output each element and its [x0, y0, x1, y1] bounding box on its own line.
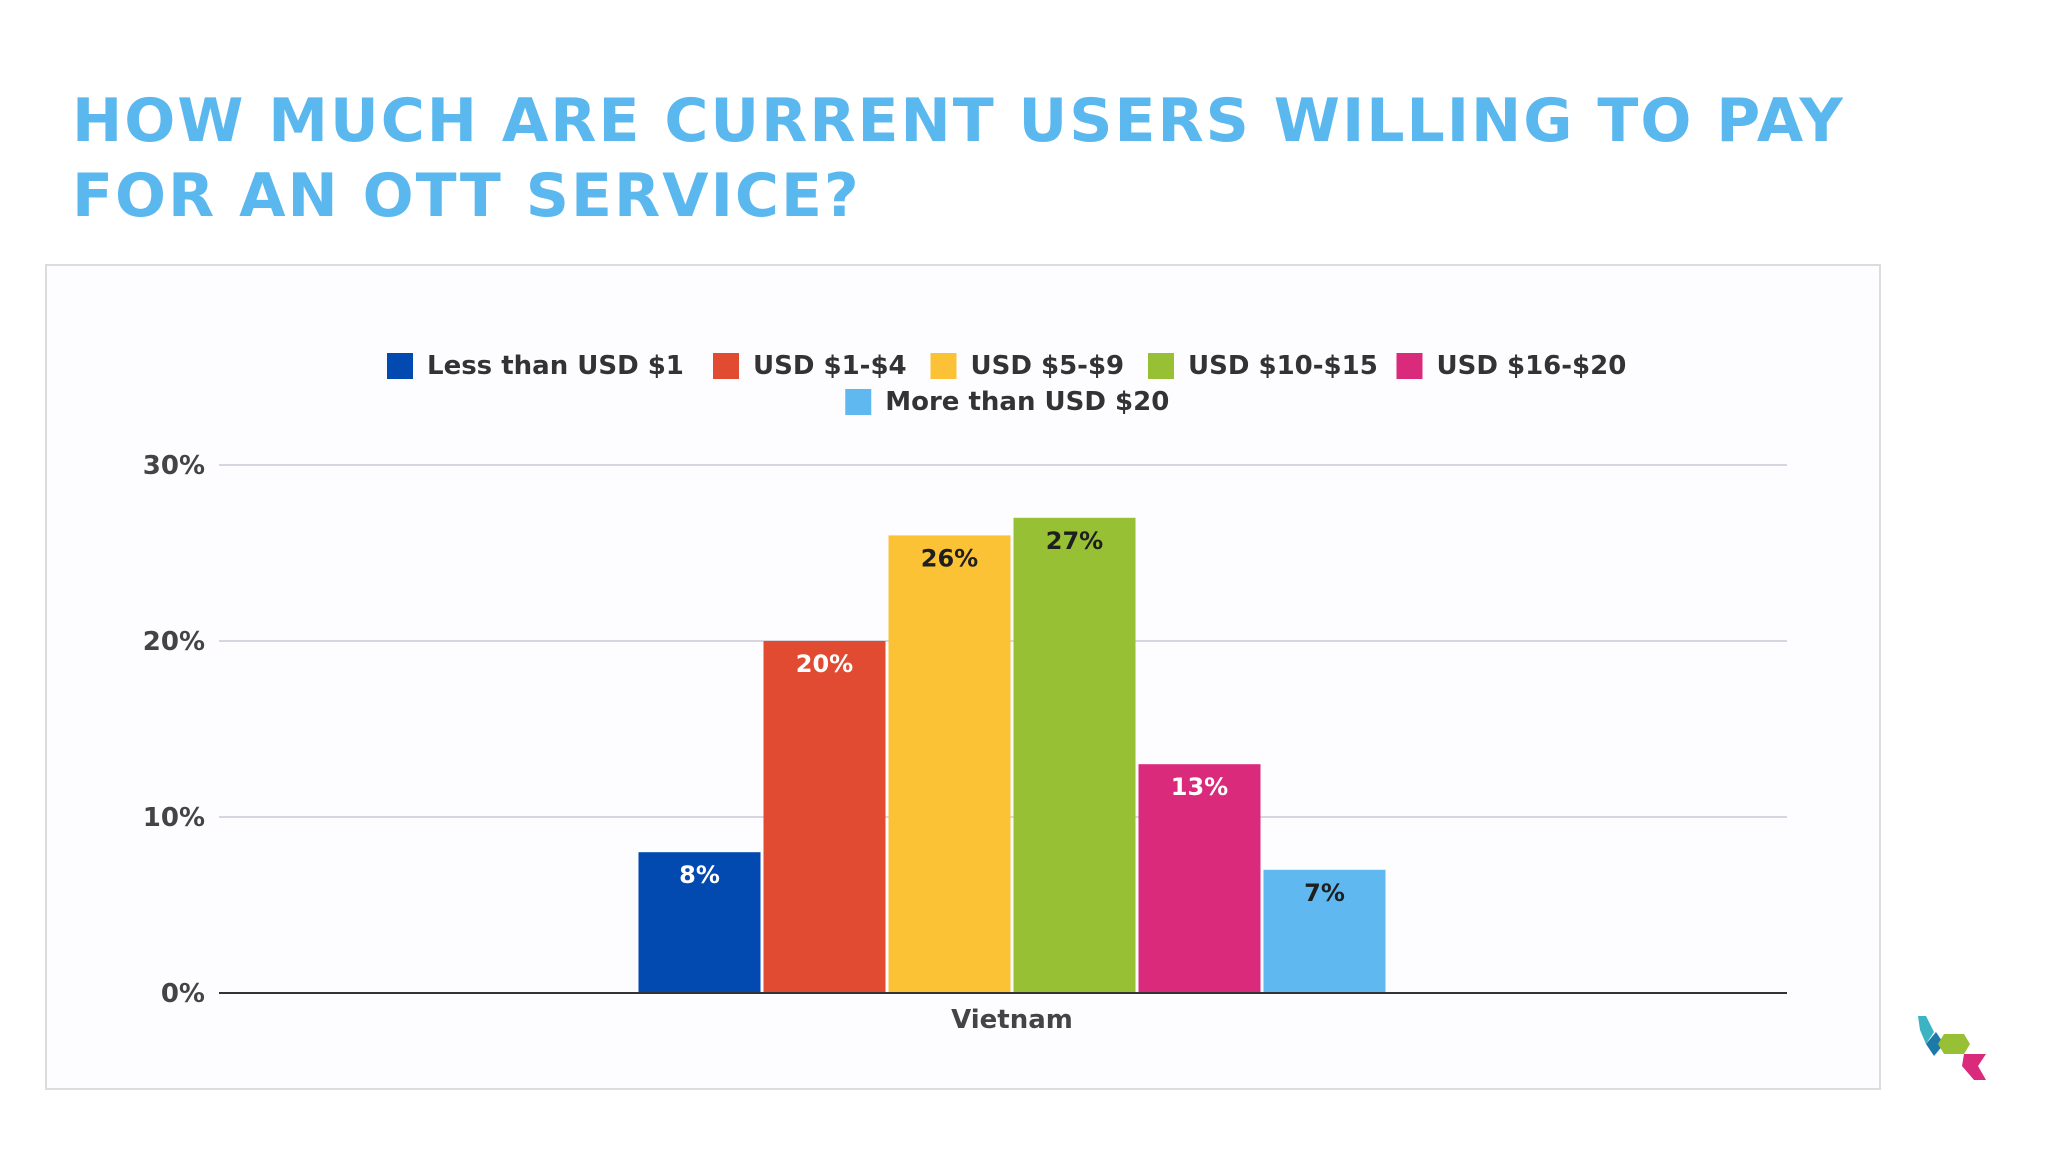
legend: Less than USD $1 USD $1-$4 USD $5-$9 USD $1… — [387, 351, 1626, 417]
bar-data-label: 26% — [921, 544, 978, 572]
bar — [1138, 764, 1261, 993]
legend-swatch — [387, 353, 413, 379]
bar — [763, 641, 886, 993]
bar — [888, 535, 1011, 993]
x-category-label: Vietnam — [951, 1005, 1073, 1035]
company-logo — [1918, 1016, 1986, 1080]
y-axis-ticks: 0% 10% 20% 30% — [143, 451, 205, 1009]
bar — [1263, 869, 1386, 993]
y-tick-label: 10% — [143, 803, 205, 833]
logo-shape-4 — [1962, 1054, 1986, 1080]
bar-data-label: 8% — [679, 861, 720, 889]
legend-label: Less than USD $1 — [427, 351, 684, 381]
legend-label: USD $1-$4 — [753, 351, 907, 381]
legend-label: USD $10-$15 — [1188, 351, 1378, 381]
logo-shape-1 — [1918, 1016, 1934, 1044]
bar — [638, 852, 761, 993]
y-tick-label: 20% — [143, 627, 205, 657]
legend-swatch — [1396, 353, 1423, 379]
legend-label: USD $5-$9 — [971, 351, 1125, 381]
bar-data-label: 20% — [796, 650, 853, 678]
legend-swatch — [845, 389, 872, 415]
bar-chart: 0% 10% 20% 30% 8% 20% 26% 27% 13% 7% Less than U… — [143, 351, 1787, 1035]
legend-swatch — [1148, 353, 1174, 379]
legend-label: USD $16-$20 — [1437, 351, 1627, 381]
bar — [1013, 517, 1136, 993]
logo-shape-2 — [1926, 1032, 1944, 1056]
legend-swatch — [930, 353, 957, 379]
y-tick-label: 0% — [161, 979, 205, 1009]
bar-data-label: 13% — [1171, 773, 1228, 801]
bar-data-labels: 8% 20% 26% 27% 13% 7% — [679, 527, 1345, 907]
chart-frame: 0% 10% 20% 30% 8% 20% 26% 27% 13% 7% Less than U… — [45, 264, 1881, 1090]
logo-shape-3 — [1938, 1034, 1970, 1054]
legend-swatch — [713, 353, 739, 379]
bar-data-label: 7% — [1304, 879, 1345, 907]
bar-data-label: 27% — [1046, 527, 1103, 555]
bars — [638, 517, 1386, 993]
legend-label: More than USD $20 — [885, 387, 1169, 417]
page-title: HOW MUCH ARE CURRENT USERS WILLING TO PA… — [72, 86, 1845, 231]
y-tick-label: 30% — [143, 451, 205, 481]
